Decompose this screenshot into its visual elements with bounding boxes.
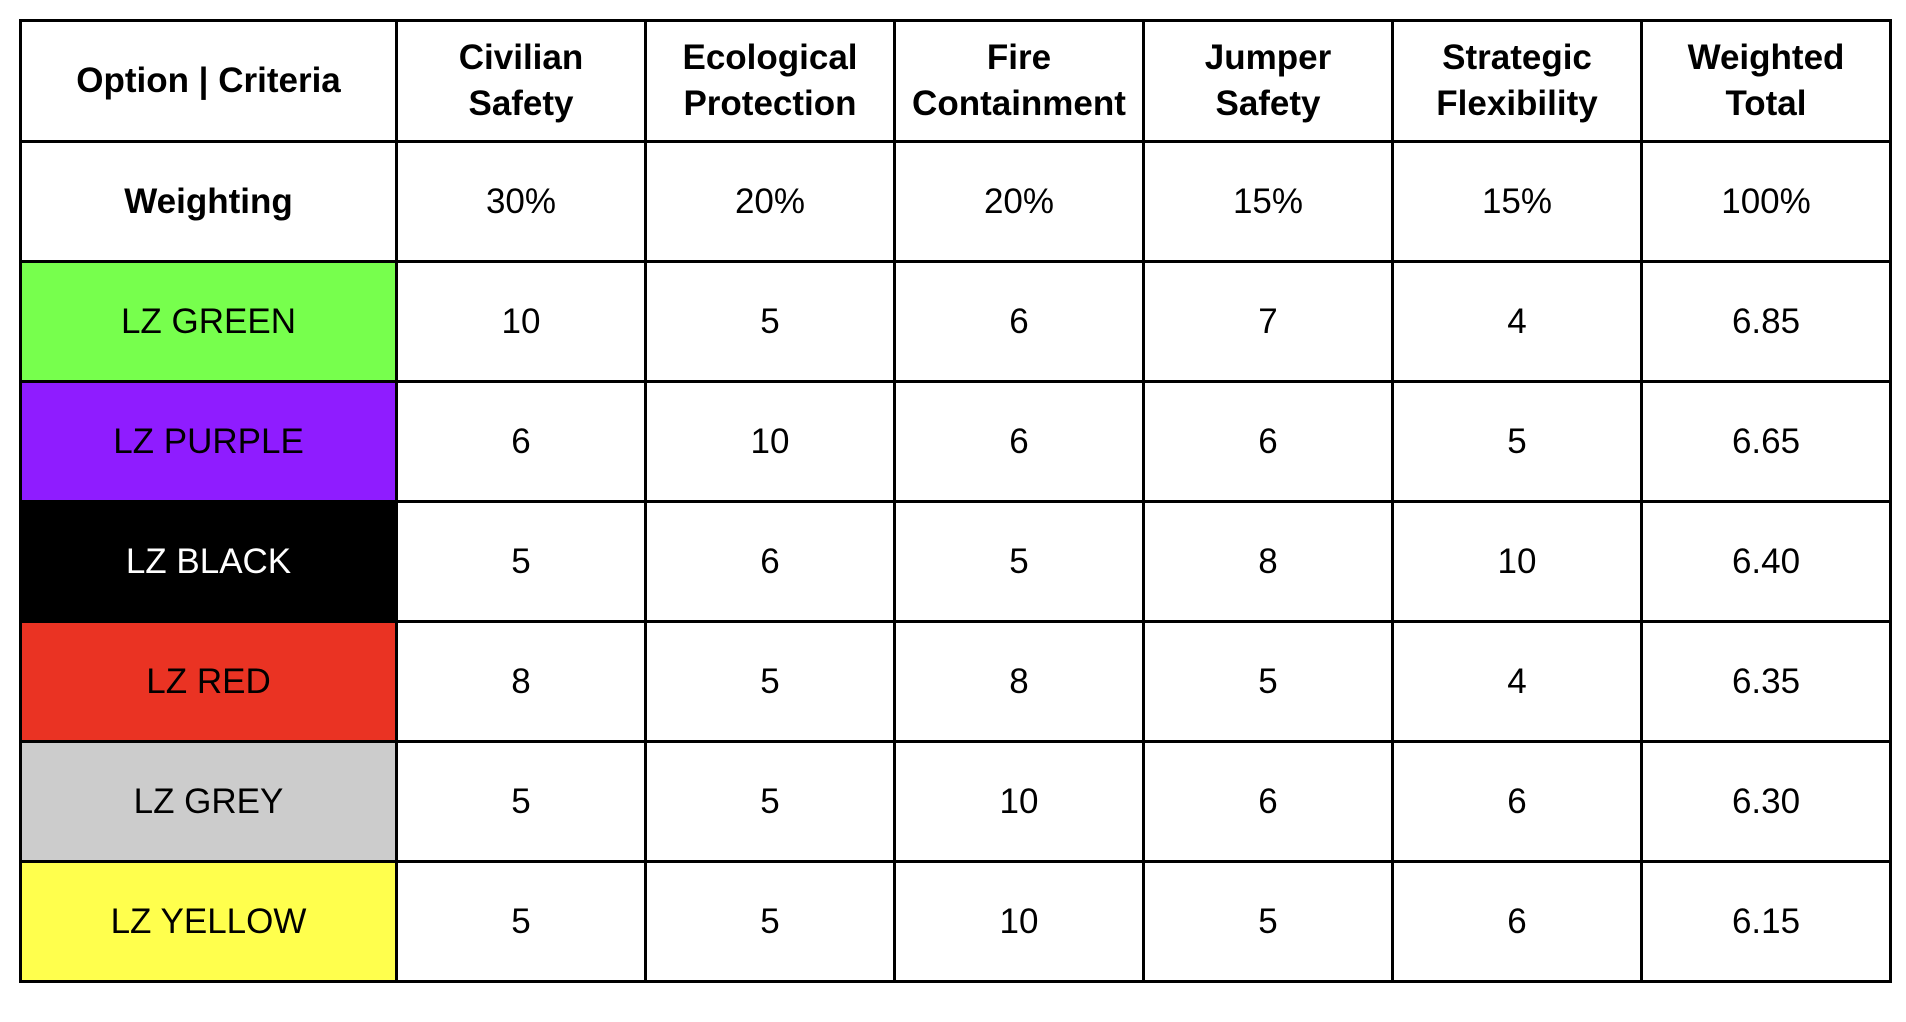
header-line: Weighted <box>1687 38 1845 77</box>
score-cell: 5 <box>644 620 896 743</box>
score-cell: 5 <box>893 500 1145 623</box>
header-ecological-protection: Ecological Protection <box>644 19 896 143</box>
weighting-value: 15% <box>1391 140 1643 263</box>
score-cell: 6 <box>1142 740 1394 863</box>
score-cell: 5 <box>644 860 896 983</box>
weighted-total-cell: 6.30 <box>1640 740 1892 863</box>
option-row: LZ YELLOW 5 5 10 5 6 6.15 <box>19 860 1892 983</box>
score-cell: 10 <box>893 740 1145 863</box>
option-label-cell: LZ PURPLE <box>19 380 398 503</box>
header-line: Ecological <box>682 38 858 77</box>
option-label-cell: LZ GREEN <box>19 260 398 383</box>
score-cell: 6 <box>1142 380 1394 503</box>
header-line: Strategic <box>1442 38 1592 77</box>
score-cell: 5 <box>395 860 647 983</box>
header-jumper-safety: Jumper Safety <box>1142 19 1394 143</box>
score-cell: 4 <box>1391 260 1643 383</box>
decision-matrix-table: Option | Criteria Civilian Safety Ecolog… <box>19 19 1892 983</box>
weighted-total-cell: 6.85 <box>1640 260 1892 383</box>
weighted-total-cell: 6.65 <box>1640 380 1892 503</box>
header-line: Total <box>1725 84 1807 123</box>
weighting-value: 30% <box>395 140 647 263</box>
header-weighted-total: Weighted Total <box>1640 19 1892 143</box>
score-cell: 6 <box>893 380 1145 503</box>
score-cell: 6 <box>1391 740 1643 863</box>
score-cell: 10 <box>1391 500 1643 623</box>
weighting-value: 100% <box>1640 140 1892 263</box>
weighted-total-cell: 6.15 <box>1640 860 1892 983</box>
option-label-cell: LZ YELLOW <box>19 860 398 983</box>
score-cell: 8 <box>1142 500 1394 623</box>
score-cell: 5 <box>644 260 896 383</box>
score-cell: 5 <box>395 500 647 623</box>
score-cell: 7 <box>1142 260 1394 383</box>
score-cell: 6 <box>644 500 896 623</box>
score-cell: 4 <box>1391 620 1643 743</box>
header-line: Fire <box>986 38 1052 77</box>
weighting-value: 15% <box>1142 140 1394 263</box>
weighted-total-cell: 6.40 <box>1640 500 1892 623</box>
header-civilian-safety: Civilian Safety <box>395 19 647 143</box>
weighting-value: 20% <box>644 140 896 263</box>
score-cell: 5 <box>1391 380 1643 503</box>
header-line: Safety <box>1215 84 1321 123</box>
score-cell: 6 <box>395 380 647 503</box>
header-row: Option | Criteria Civilian Safety Ecolog… <box>19 19 1892 143</box>
score-cell: 8 <box>893 620 1145 743</box>
weighted-total-cell: 6.35 <box>1640 620 1892 743</box>
option-label-cell: LZ GREY <box>19 740 398 863</box>
option-row: LZ GREEN 10 5 6 7 4 6.85 <box>19 260 1892 383</box>
score-cell: 10 <box>395 260 647 383</box>
header-line: Containment <box>912 84 1126 123</box>
option-label-cell: LZ BLACK <box>19 500 398 623</box>
option-row: LZ GREY 5 5 10 6 6 6.30 <box>19 740 1892 863</box>
score-cell: 5 <box>644 740 896 863</box>
decision-matrix: Option | Criteria Civilian Safety Ecolog… <box>19 19 1892 983</box>
weighting-label: Weighting <box>19 140 398 263</box>
option-row: LZ RED 8 5 8 5 4 6.35 <box>19 620 1892 743</box>
score-cell: 5 <box>1142 860 1394 983</box>
option-rows: LZ GREEN 10 5 6 7 4 6.85 LZ PURPLE 6 10 6 6 5 6.65 LZ … <box>19 260 1892 983</box>
score-cell: 5 <box>1142 620 1394 743</box>
header-fire-containment: Fire Containment <box>893 19 1145 143</box>
score-cell: 10 <box>893 860 1145 983</box>
header-line: Safety <box>468 84 574 123</box>
option-row: LZ BLACK 5 6 5 8 10 6.40 <box>19 500 1892 623</box>
option-row: LZ PURPLE 6 10 6 6 5 6.65 <box>19 380 1892 503</box>
score-cell: 6 <box>893 260 1145 383</box>
option-label-cell: LZ RED <box>19 620 398 743</box>
header-line: Protection <box>683 84 857 123</box>
header-line: Flexibility <box>1436 84 1598 123</box>
header-strategic-flexibility: Strategic Flexibility <box>1391 19 1643 143</box>
score-cell: 10 <box>644 380 896 503</box>
header-line: Civilian <box>458 38 584 77</box>
score-cell: 6 <box>1391 860 1643 983</box>
score-cell: 5 <box>395 740 647 863</box>
score-cell: 8 <box>395 620 647 743</box>
weighting-row: Weighting 30% 20% 20% 15% 15% 100% <box>19 140 1892 263</box>
weighting-value: 20% <box>893 140 1145 263</box>
header-option-criteria: Option | Criteria <box>19 19 398 143</box>
header-line: Jumper <box>1204 38 1332 77</box>
